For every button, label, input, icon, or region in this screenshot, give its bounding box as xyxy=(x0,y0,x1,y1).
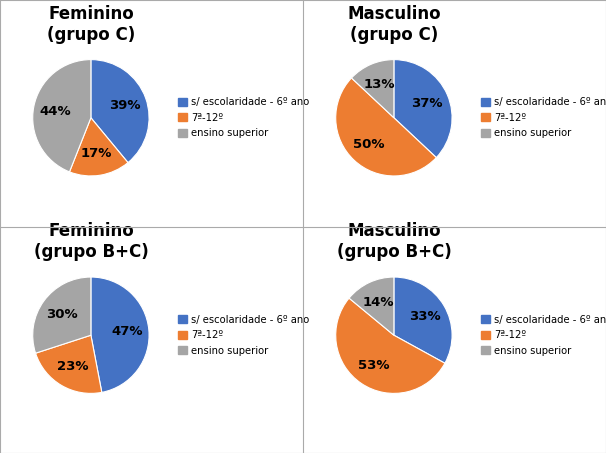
Wedge shape xyxy=(36,335,102,393)
Legend: s/ escolaridade - 6º ano, 7ª-12º, ensino superior: s/ escolaridade - 6º ano, 7ª-12º, ensino… xyxy=(479,95,606,140)
Wedge shape xyxy=(394,60,452,158)
Text: 47%: 47% xyxy=(111,325,142,338)
Wedge shape xyxy=(349,277,394,335)
Wedge shape xyxy=(33,60,91,172)
Wedge shape xyxy=(91,60,149,163)
Wedge shape xyxy=(336,78,436,176)
Wedge shape xyxy=(394,277,452,363)
Wedge shape xyxy=(91,277,149,392)
Text: 30%: 30% xyxy=(46,308,78,321)
Title: Masculino
(grupo C): Masculino (grupo C) xyxy=(347,5,441,43)
Text: 17%: 17% xyxy=(81,147,112,160)
Text: 13%: 13% xyxy=(364,78,395,91)
Legend: s/ escolaridade - 6º ano, 7ª-12º, ensino superior: s/ escolaridade - 6º ano, 7ª-12º, ensino… xyxy=(176,95,311,140)
Wedge shape xyxy=(33,277,91,353)
Text: 23%: 23% xyxy=(57,360,88,373)
Text: 53%: 53% xyxy=(358,359,390,371)
Wedge shape xyxy=(70,118,128,176)
Text: 50%: 50% xyxy=(353,138,385,150)
Title: Feminino
(grupo C): Feminino (grupo C) xyxy=(47,5,135,43)
Text: 44%: 44% xyxy=(39,105,72,117)
Title: Masculino
(grupo B+C): Masculino (grupo B+C) xyxy=(336,222,451,261)
Text: 39%: 39% xyxy=(109,99,141,112)
Text: 14%: 14% xyxy=(363,296,395,309)
Title: Feminino
(grupo B+C): Feminino (grupo B+C) xyxy=(33,222,148,261)
Text: 33%: 33% xyxy=(409,310,441,323)
Legend: s/ escolaridade - 6º ano, 7ª-12º, ensino superior: s/ escolaridade - 6º ano, 7ª-12º, ensino… xyxy=(176,313,311,358)
Legend: s/ escolaridade - 6º ano, 7ª-12º, ensino superior: s/ escolaridade - 6º ano, 7ª-12º, ensino… xyxy=(479,313,606,358)
Text: 37%: 37% xyxy=(411,97,443,110)
Wedge shape xyxy=(336,298,445,393)
Wedge shape xyxy=(351,60,394,118)
